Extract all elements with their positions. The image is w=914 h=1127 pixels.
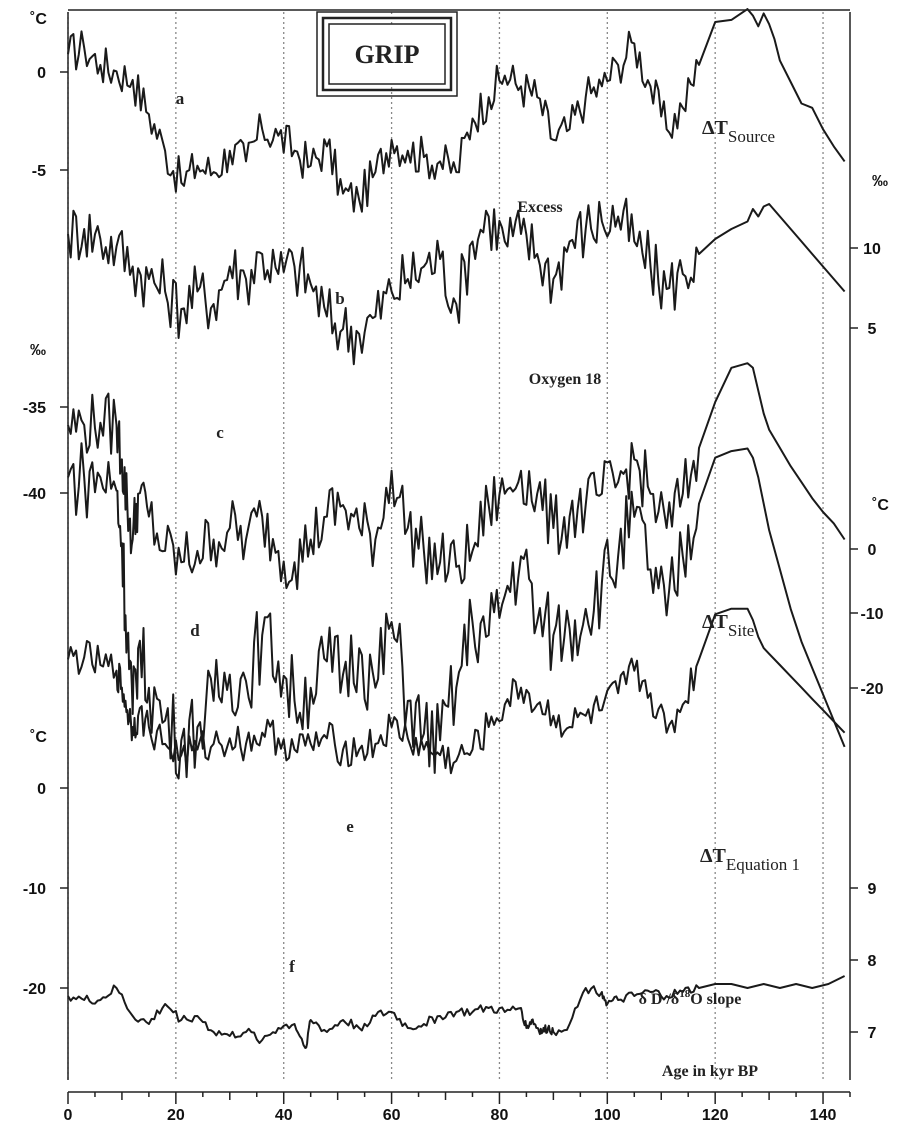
right-axis-unit: ˚C <box>872 497 889 514</box>
x-tick-label: 60 <box>383 1107 401 1124</box>
left-tick-label: 0 <box>37 65 46 82</box>
left-axis-unit: ‰ <box>30 342 46 359</box>
title-box-outer <box>316 11 458 97</box>
series-name-a: ΔTSource <box>702 117 775 146</box>
title-box: GRIP <box>316 11 458 97</box>
series-line-d <box>67 442 846 780</box>
vertical-gridlines <box>67 12 824 1082</box>
title-box-middle <box>321 16 453 92</box>
left-tick-label: -20 <box>23 981 46 998</box>
x-tick-label: 0 <box>64 1107 73 1124</box>
series-name-d: ΔTSite <box>702 611 754 640</box>
right-tick-label: 8 <box>868 953 877 970</box>
right-tick-label: 5 <box>868 321 877 338</box>
right-tick-label: 7 <box>868 1025 877 1042</box>
series-line-f <box>67 975 846 1049</box>
series-line-b <box>67 197 846 366</box>
left-tick-label: -10 <box>23 881 46 898</box>
x-tick-label: 40 <box>275 1107 293 1124</box>
series-line-e <box>67 607 846 775</box>
title-box-inner <box>328 23 446 85</box>
chart-title: GRIP <box>355 40 420 69</box>
x-tick-label: 120 <box>702 1107 729 1124</box>
series-letter-c: c <box>216 423 224 442</box>
series-line-c <box>67 362 846 591</box>
series-letter-f: f <box>289 957 295 976</box>
x-tick-label: 80 <box>491 1107 509 1124</box>
left-tick-label: -40 <box>23 486 46 503</box>
x-tick-label: 20 <box>167 1107 185 1124</box>
series-letter-a: a <box>176 89 185 108</box>
x-tick-label: 100 <box>594 1107 621 1124</box>
right-tick-label: -20 <box>860 681 883 698</box>
right-axis-unit: ‰ <box>872 173 888 190</box>
series-name-b: Excess <box>517 199 562 216</box>
right-tick-label: 9 <box>868 881 877 898</box>
series-line-a <box>67 8 846 213</box>
axes: 0 20 40 60 80 100 120 140˚C0-5‰-35-40˚C0-10-20‰… <box>23 9 889 1124</box>
series-letter-d: d <box>190 621 200 640</box>
left-tick-label: -35 <box>23 400 46 417</box>
series-name-e: ΔTEquation 1 <box>700 845 800 874</box>
series-name-f: δ D /δ18O slope <box>639 988 742 1008</box>
series-labels: a ΔTSource b Excess c Oxygen 18 d ΔTSite e ΔTEqua… <box>176 89 800 1008</box>
left-axis-unit: ˚C <box>30 729 47 746</box>
left-tick-label: -5 <box>32 163 46 180</box>
series-letter-e: e <box>346 817 354 836</box>
series-letter-b: b <box>335 289 344 308</box>
series-lines <box>67 8 846 1049</box>
right-tick-label: 0 <box>868 542 877 559</box>
x-axis-label: Age in kyr BP <box>662 1063 758 1080</box>
right-tick-label: -10 <box>860 606 883 623</box>
x-tick-label: 140 <box>810 1107 837 1124</box>
left-axis-unit: ˚C <box>30 11 47 28</box>
left-tick-label: 0 <box>37 781 46 798</box>
series-name-c: Oxygen 18 <box>529 371 601 388</box>
right-tick-label: 10 <box>863 241 881 258</box>
